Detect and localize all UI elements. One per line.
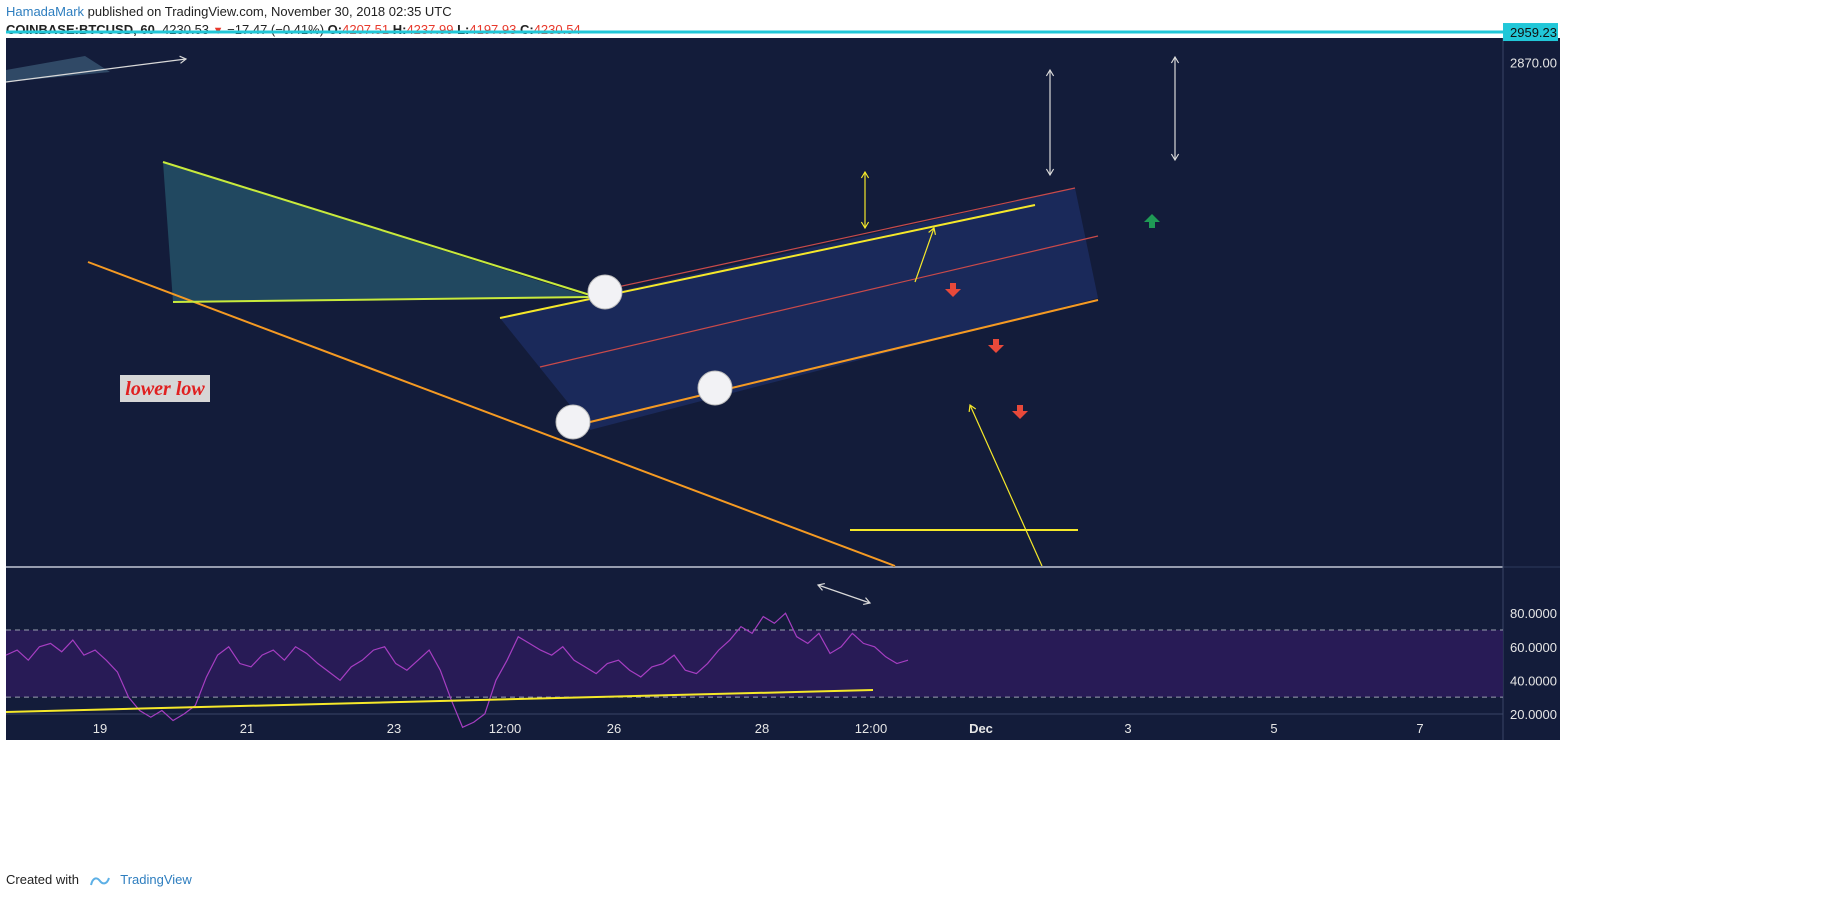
- lower-low-label: lower low: [125, 378, 205, 400]
- down-arrow-icon-3[interactable]: [1012, 405, 1028, 419]
- price-tick-6: 2870.00: [1510, 56, 1557, 71]
- tradingview-logo-icon: [89, 876, 110, 885]
- target-arrow-1-tail: [1045, 168, 1055, 177]
- down-arrow-icon-2[interactable]: [988, 339, 1004, 353]
- time-tick-7: Dec: [969, 721, 993, 736]
- published-info: published on TradingView.com, November 3…: [87, 4, 452, 19]
- time-tick-6: 12:00: [855, 721, 888, 736]
- pivot-circle-1[interactable]: [555, 404, 591, 440]
- created-with-label: Created with: [6, 872, 79, 887]
- target-arrow-2-head: [1170, 55, 1180, 64]
- target-arrow-2-tail: [1170, 153, 1180, 162]
- channel-red-middle[interactable]: [539, 235, 1099, 368]
- orange-support-line[interactable]: [87, 261, 896, 567]
- yellow-breakout-arrow-head: [928, 226, 937, 235]
- rsi-divergence-arrow-tail: [816, 582, 825, 591]
- triangle-upper-line[interactable]: [162, 161, 591, 296]
- publish-line: HamadaMark published on TradingView.com,…: [6, 4, 452, 19]
- time-tick-5: 28: [755, 721, 769, 736]
- yellow-drop-arrow-head: [968, 403, 977, 413]
- yellow-drop-arrow[interactable]: [969, 404, 1043, 567]
- time-tick-10: 7: [1416, 721, 1423, 736]
- footer: Created with TradingView: [6, 872, 192, 887]
- time-tick-9: 5: [1270, 721, 1277, 736]
- yellow-range-arrow-head: [860, 170, 870, 179]
- rsi-divergence-arrow-head: [863, 597, 872, 606]
- time-tick-2: 23: [387, 721, 401, 736]
- triangle-lower-line[interactable]: [172, 296, 591, 303]
- triangle-shade: [163, 162, 590, 302]
- yellow-range-arrow-tail: [860, 221, 870, 230]
- pivot-circle-0[interactable]: [587, 274, 623, 310]
- level-label-box-7: [1503, 23, 1558, 42]
- channel-shade: [500, 188, 1098, 430]
- top-trend-arrow-head: [179, 55, 188, 64]
- time-tick-1: 21: [240, 721, 254, 736]
- level-label-7: 2959.23: [1510, 25, 1557, 40]
- lower-low-label-box: [120, 375, 210, 402]
- top-trend-arrow[interactable]: [5, 58, 187, 83]
- channel-lower-line[interactable]: [589, 299, 1099, 423]
- top-triangle-shade: [6, 56, 110, 82]
- rsi-trend-line[interactable]: [5, 689, 874, 713]
- time-tick-8: 3: [1124, 721, 1131, 736]
- rsi-tick-1: 60.0000: [1510, 640, 1557, 655]
- pivot-circle-2[interactable]: [697, 370, 733, 406]
- rsi-tick-3: 20.0000: [1510, 707, 1557, 722]
- up-arrow-icon[interactable]: [1144, 214, 1160, 228]
- time-tick-4: 26: [607, 721, 621, 736]
- rsi-line[interactable]: [5, 612, 909, 729]
- author-link[interactable]: HamadaMark: [6, 4, 85, 19]
- channel-red-upper[interactable]: [589, 187, 1076, 294]
- tradingview-link[interactable]: TradingView: [120, 872, 192, 887]
- rsi-tick-0: 80.0000: [1510, 606, 1557, 621]
- down-arrow-icon-1[interactable]: [945, 283, 961, 297]
- time-tick-3: 12:00: [489, 721, 522, 736]
- rsi-tick-2: 40.0000: [1510, 673, 1557, 688]
- yellow-breakout-arrow[interactable]: [914, 227, 935, 283]
- time-axis-background: [6, 714, 1560, 740]
- target-arrow-1-head: [1045, 68, 1055, 77]
- rsi-divergence-arrow[interactable]: [817, 584, 871, 604]
- time-tick-0: 19: [93, 721, 107, 736]
- rsi-band: [6, 629, 1503, 698]
- price-axis-background: [1503, 38, 1560, 714]
